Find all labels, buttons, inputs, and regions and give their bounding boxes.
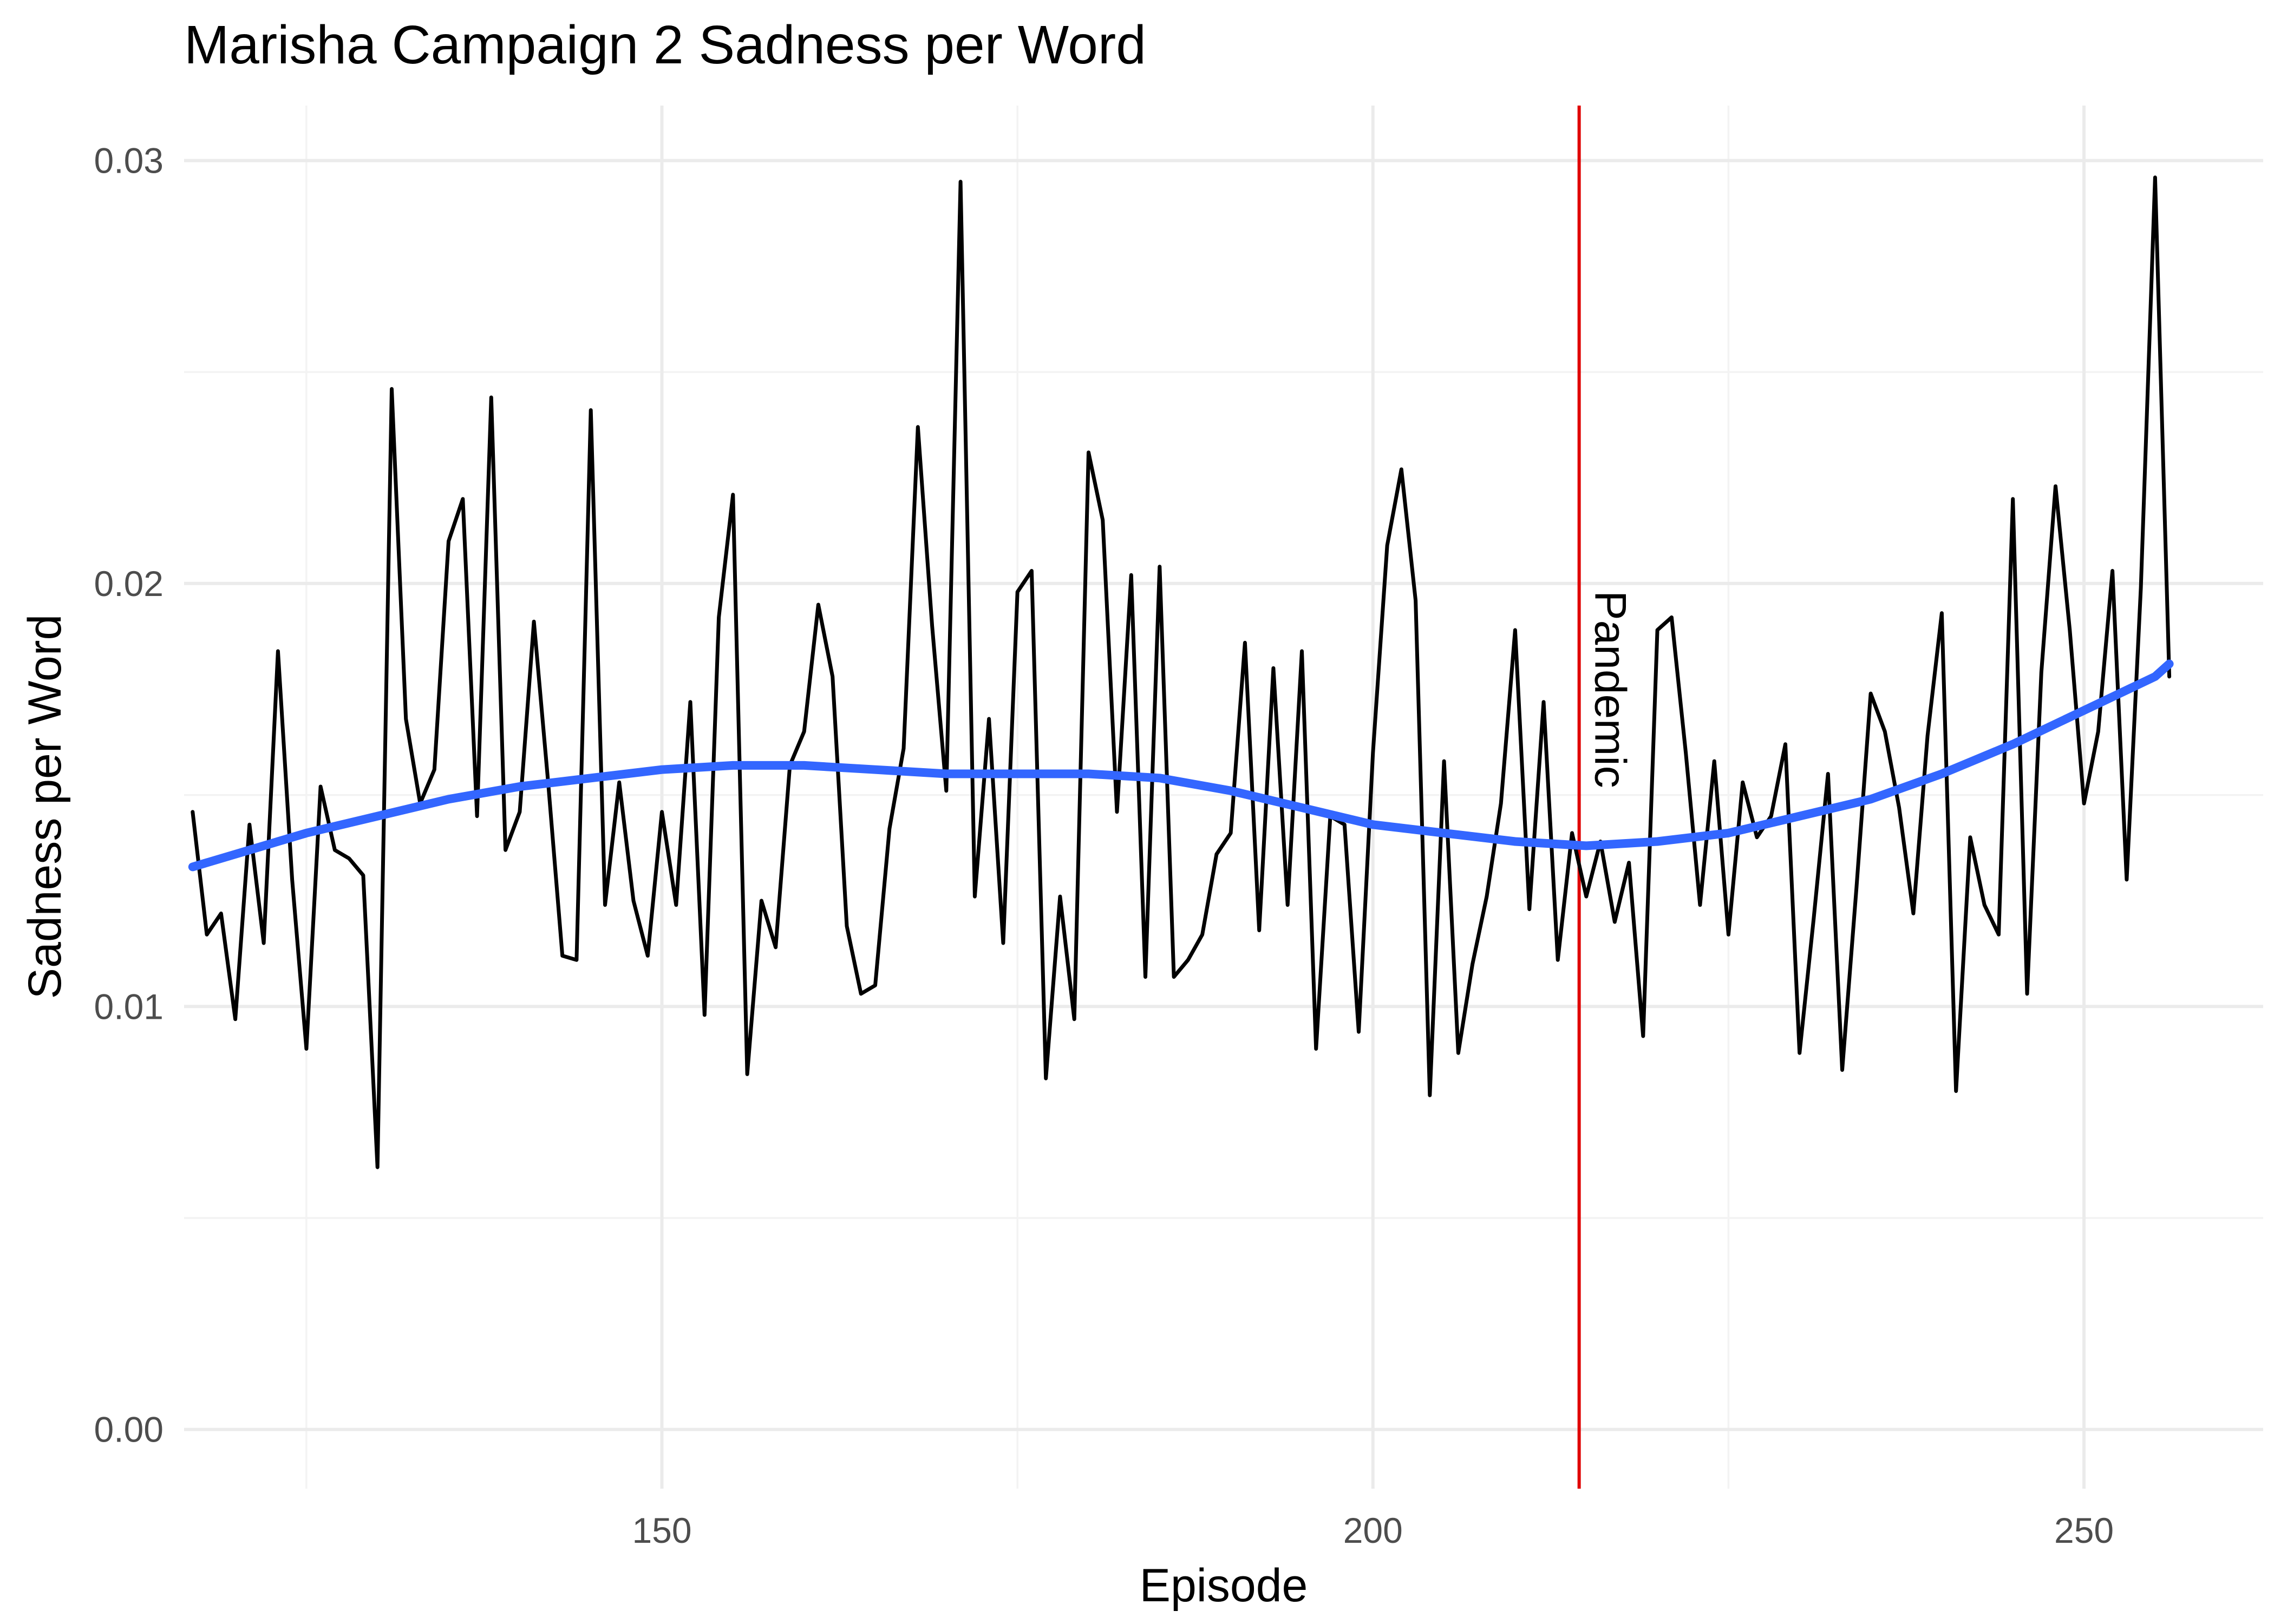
y-tick-label: 0.03 [94, 141, 164, 181]
y-axis-title: Sadness per Word [19, 614, 71, 999]
x-axis-title: Episode [1140, 1560, 1308, 1612]
chart-title: Marisha Campaign 2 Sadness per Word [184, 15, 1146, 75]
y-tick-label: 0.00 [94, 1410, 164, 1450]
pandemic-label: Pandemic [1586, 591, 1635, 788]
annotation-labels: Pandemic [1586, 591, 1635, 788]
x-tick-label: 200 [1343, 1510, 1403, 1550]
y-tick-label: 0.01 [94, 986, 164, 1026]
y-tick-label: 0.02 [94, 564, 164, 604]
x-tick-label: 250 [2054, 1510, 2114, 1550]
x-tick-label: 150 [632, 1510, 691, 1550]
